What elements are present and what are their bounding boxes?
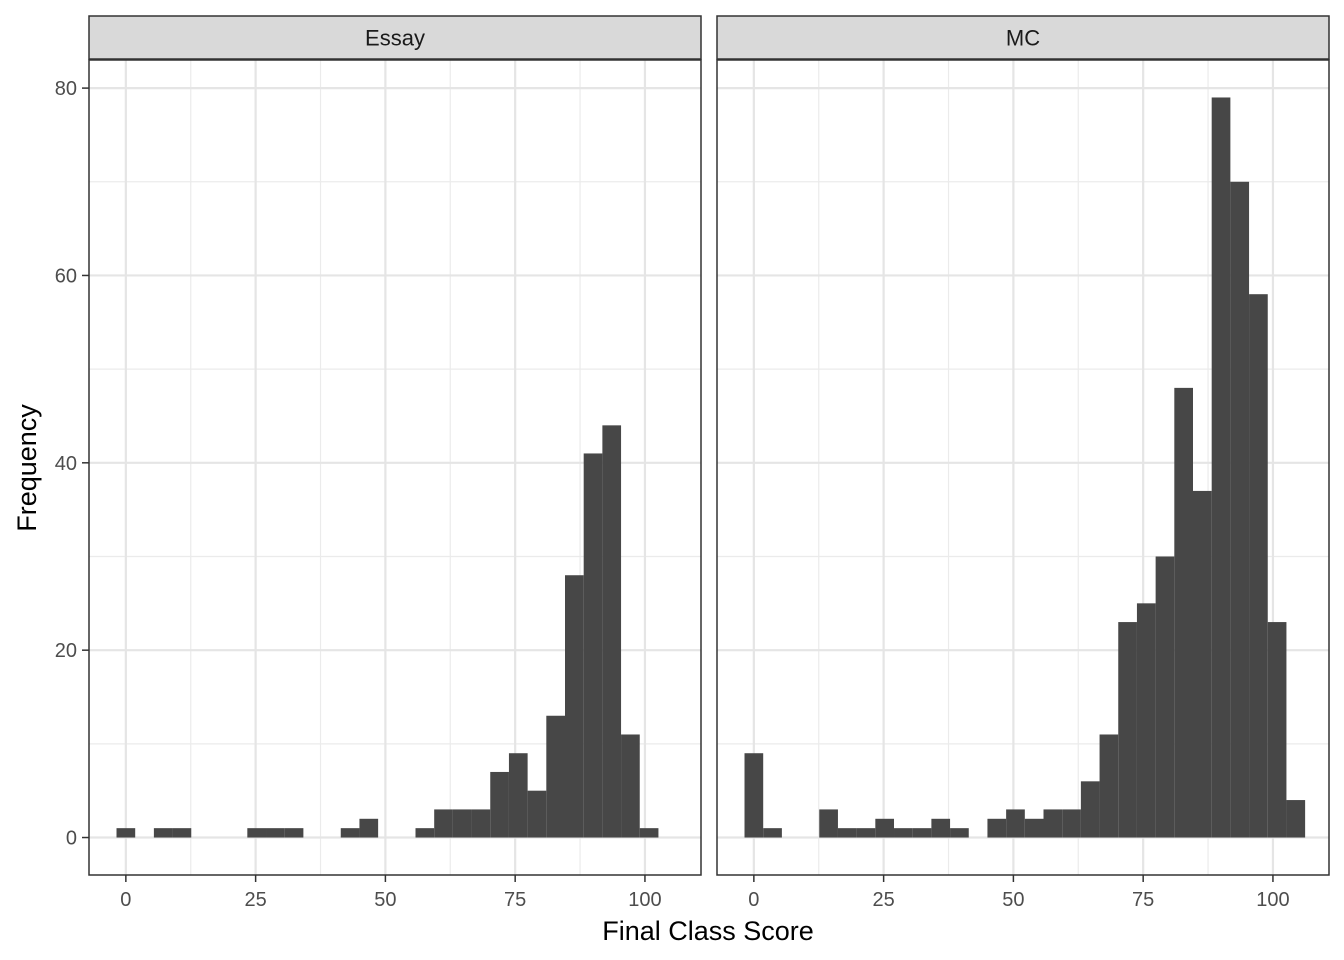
histogram-bar xyxy=(1249,294,1268,838)
histogram-bar xyxy=(266,828,285,838)
histogram-bar xyxy=(565,575,584,838)
histogram-bar xyxy=(1267,622,1287,838)
histogram-bar xyxy=(1230,181,1250,838)
y-axis: 0 20 40 60 80 xyxy=(55,78,89,850)
histogram-bar xyxy=(950,828,969,838)
histogram-bar xyxy=(837,828,857,838)
y-tick-label: 60 xyxy=(55,265,77,287)
histogram-bar xyxy=(819,809,838,838)
x-tick-label: 50 xyxy=(374,889,396,911)
histogram-bar xyxy=(639,828,659,838)
histogram-bar xyxy=(912,828,932,838)
histogram-bar xyxy=(744,753,764,838)
histogram-bar xyxy=(763,828,782,838)
histogram-bar xyxy=(1286,800,1306,838)
histogram-bar xyxy=(247,828,267,838)
histogram-bar xyxy=(284,828,304,838)
histogram-bar xyxy=(546,715,565,838)
facet-strip-label: MC xyxy=(1006,26,1040,51)
x-tick-label: 100 xyxy=(628,889,661,911)
histogram-bar xyxy=(116,828,136,838)
histogram-bar xyxy=(894,828,913,838)
histogram-bar xyxy=(1174,387,1193,838)
histogram-bar xyxy=(415,828,435,838)
histogram-bar xyxy=(490,771,509,838)
histogram-bar xyxy=(1080,781,1100,838)
y-tick-label: 0 xyxy=(66,828,77,850)
x-tick-label: 25 xyxy=(245,889,267,911)
histogram-bar xyxy=(1043,809,1063,838)
histogram-bar xyxy=(1006,809,1025,838)
histogram-bar xyxy=(583,453,603,838)
x-axes: 0 25 50 75 100 0 25 50 75 100 xyxy=(120,875,1290,911)
facet-panel-essay: Essay xyxy=(88,15,702,876)
facet-strip xyxy=(716,15,1330,60)
histogram-bar xyxy=(1155,556,1175,838)
histogram-bar xyxy=(1136,603,1156,838)
histogram-bar xyxy=(1024,818,1044,838)
panel-border xyxy=(716,59,1330,876)
x-tick-label: 75 xyxy=(1132,889,1154,911)
histogram-bar xyxy=(875,818,895,838)
y-tick-label: 40 xyxy=(55,453,77,475)
x-axis-title: Final Class Score xyxy=(602,916,814,946)
panel-border xyxy=(88,59,702,876)
x-tick-label: 50 xyxy=(1002,889,1024,911)
y-tick-label: 20 xyxy=(55,640,77,662)
y-tick-label: 80 xyxy=(55,78,77,100)
histogram-bar xyxy=(931,818,951,838)
histogram-bar xyxy=(359,818,379,838)
histogram-bar xyxy=(172,828,192,838)
histogram-bar xyxy=(602,425,622,838)
histogram-bar xyxy=(1193,490,1212,838)
histogram-bar xyxy=(1118,622,1137,838)
histogram-bar xyxy=(1211,97,1231,838)
histogram-bar xyxy=(1099,734,1119,838)
x-tick-label: 25 xyxy=(873,889,895,911)
x-tick-label: 75 xyxy=(504,889,526,911)
x-tick-label: 0 xyxy=(748,889,759,911)
facet-strip xyxy=(88,15,702,60)
x-tick-label: 0 xyxy=(120,889,131,911)
histogram-bar xyxy=(471,809,491,838)
y-axis-title: Frequency xyxy=(12,404,42,532)
histogram-bar xyxy=(987,818,1007,838)
histogram-bar xyxy=(434,809,453,838)
histogram-bar xyxy=(527,790,547,838)
histogram-bar xyxy=(1062,809,1081,838)
histogram-bar xyxy=(153,828,173,838)
histogram-bar xyxy=(621,734,640,838)
histogram-bar xyxy=(452,809,472,838)
x-tick-label: 100 xyxy=(1256,889,1289,911)
histogram-bar xyxy=(856,828,876,838)
histogram-bar xyxy=(508,753,528,838)
histogram-bar xyxy=(340,828,360,838)
facet-strip-label: Essay xyxy=(365,26,425,51)
facet-panel-mc: MC xyxy=(716,15,1330,876)
